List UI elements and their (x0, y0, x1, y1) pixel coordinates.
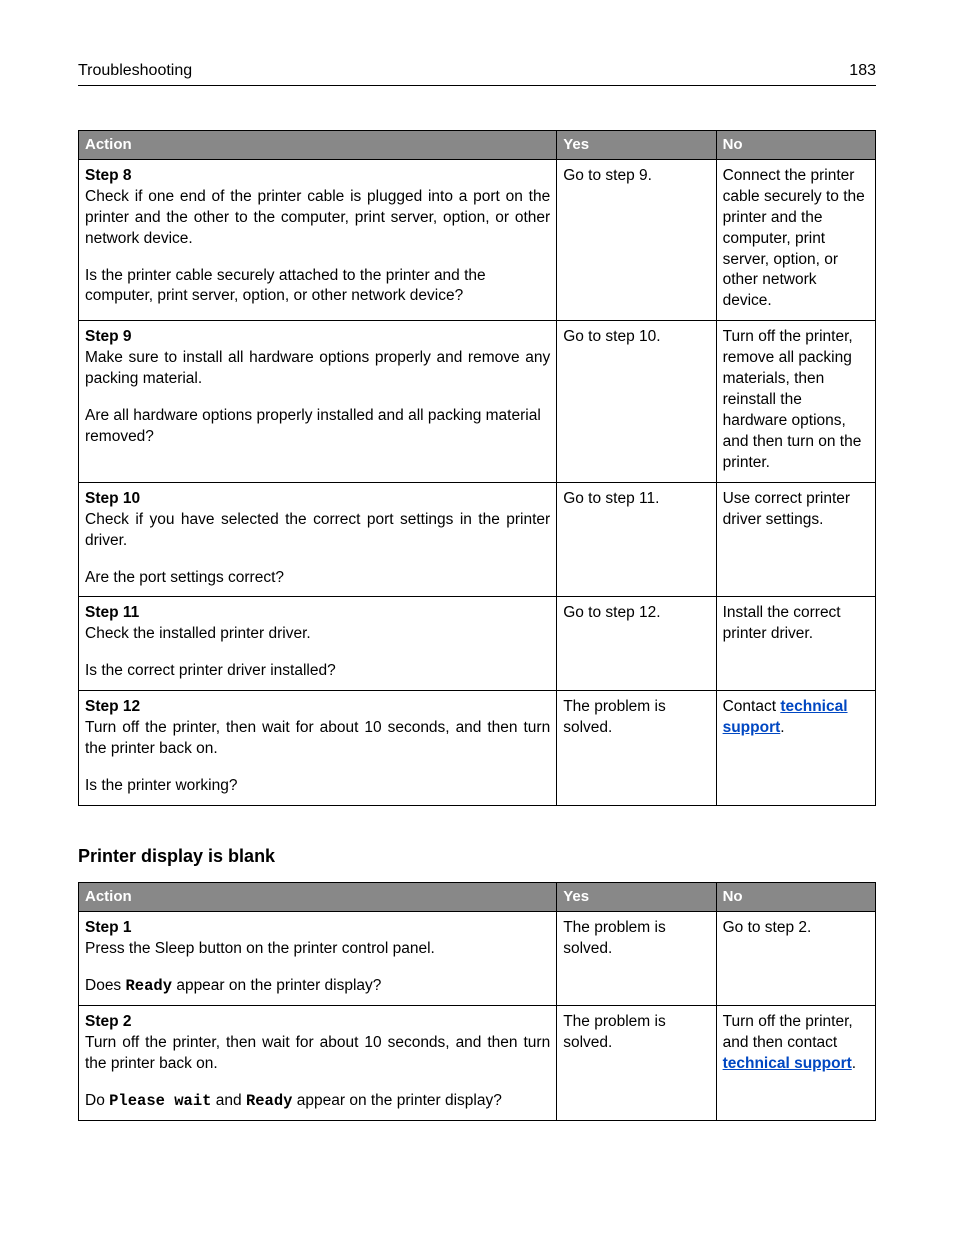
no-cell: Use correct printer driver settings. (716, 482, 875, 597)
q-mid: and (211, 1092, 245, 1109)
step-question: Does Ready appear on the printer display… (85, 960, 550, 997)
no-cell: Install the correct printer driver. (716, 597, 875, 691)
section-heading: Printer display is blank (78, 844, 876, 868)
no-suffix: . (852, 1055, 856, 1072)
yes-cell: Go to step 10. (557, 321, 716, 482)
troubleshooting-table-1: Action Yes No Step 8 Check if one end of… (78, 130, 876, 806)
step-question: Is the printer cable securely attached t… (85, 250, 550, 308)
no-cell: Turn off the printer, and then contact t… (716, 1006, 875, 1121)
step-question: Are the port settings correct? (85, 552, 550, 589)
step-question: Do Please wait and Ready appear on the p… (85, 1075, 550, 1112)
col-yes: Yes (557, 130, 716, 159)
step-title: Step 10 (85, 489, 550, 510)
yes-cell: The problem is solved. (557, 691, 716, 806)
no-suffix: . (780, 719, 784, 736)
col-action: Action (79, 883, 557, 912)
col-no: No (716, 130, 875, 159)
step-question: Is the correct printer driver installed? (85, 645, 550, 682)
yes-cell: The problem is solved. (557, 912, 716, 1006)
no-cell: Connect the printer cable securely to th… (716, 159, 875, 320)
no-prefix: Turn off the printer, and then contact (723, 1013, 853, 1051)
col-no: No (716, 883, 875, 912)
no-cell: Go to step 2. (716, 912, 875, 1006)
table-row: Step 2 Turn off the printer, then wait f… (79, 1006, 876, 1121)
table-row: Step 12 Turn off the printer, then wait … (79, 691, 876, 806)
step-body: Make sure to install all hardware option… (85, 348, 550, 390)
technical-support-link[interactable]: technical support (723, 1055, 852, 1072)
step-title: Step 2 (85, 1012, 550, 1033)
step-title: Step 12 (85, 697, 550, 718)
no-prefix: Contact (723, 698, 781, 715)
table-row: Step 9 Make sure to install all hardware… (79, 321, 876, 482)
no-cell: Turn off the printer, remove all packing… (716, 321, 875, 482)
yes-cell: Go to step 12. (557, 597, 716, 691)
step-body: Press the Sleep button on the printer co… (85, 939, 550, 960)
table-row: Step 8 Check if one end of the printer c… (79, 159, 876, 320)
table-row: Step 1 Press the Sleep button on the pri… (79, 912, 876, 1006)
page-number: 183 (849, 60, 876, 82)
yes-cell: The problem is solved. (557, 1006, 716, 1121)
step-body: Turn off the printer, then wait for abou… (85, 718, 550, 760)
step-title: Step 8 (85, 166, 550, 187)
table-row: Step 10 Check if you have selected the c… (79, 482, 876, 597)
q-post: appear on the printer display? (172, 977, 381, 994)
step-title: Step 9 (85, 327, 550, 348)
step-title: Step 1 (85, 918, 550, 939)
step-body: Turn off the printer, then wait for abou… (85, 1033, 550, 1075)
step-question: Are all hardware options properly instal… (85, 390, 550, 448)
troubleshooting-table-2: Action Yes No Step 1 Press the Sleep but… (78, 882, 876, 1121)
q-mono: Ready (126, 977, 173, 995)
q-mono: Please wait (109, 1092, 211, 1110)
col-yes: Yes (557, 883, 716, 912)
no-cell: Contact technical support. (716, 691, 875, 806)
step-body: Check if you have selected the correct p… (85, 510, 550, 552)
step-body: Check if one end of the printer cable is… (85, 187, 550, 250)
col-action: Action (79, 130, 557, 159)
page-header-title: Troubleshooting (78, 60, 192, 82)
step-body: Check the installed printer driver. (85, 624, 550, 645)
step-title: Step 11 (85, 603, 550, 624)
q-pre: Do (85, 1092, 109, 1109)
q-mono: Ready (246, 1092, 293, 1110)
page-header: Troubleshooting 183 (78, 60, 876, 86)
yes-cell: Go to step 11. (557, 482, 716, 597)
step-question: Is the printer working? (85, 760, 550, 797)
q-pre: Does (85, 977, 126, 994)
yes-cell: Go to step 9. (557, 159, 716, 320)
q-post: appear on the printer display? (292, 1092, 501, 1109)
table-row: Step 11 Check the installed printer driv… (79, 597, 876, 691)
